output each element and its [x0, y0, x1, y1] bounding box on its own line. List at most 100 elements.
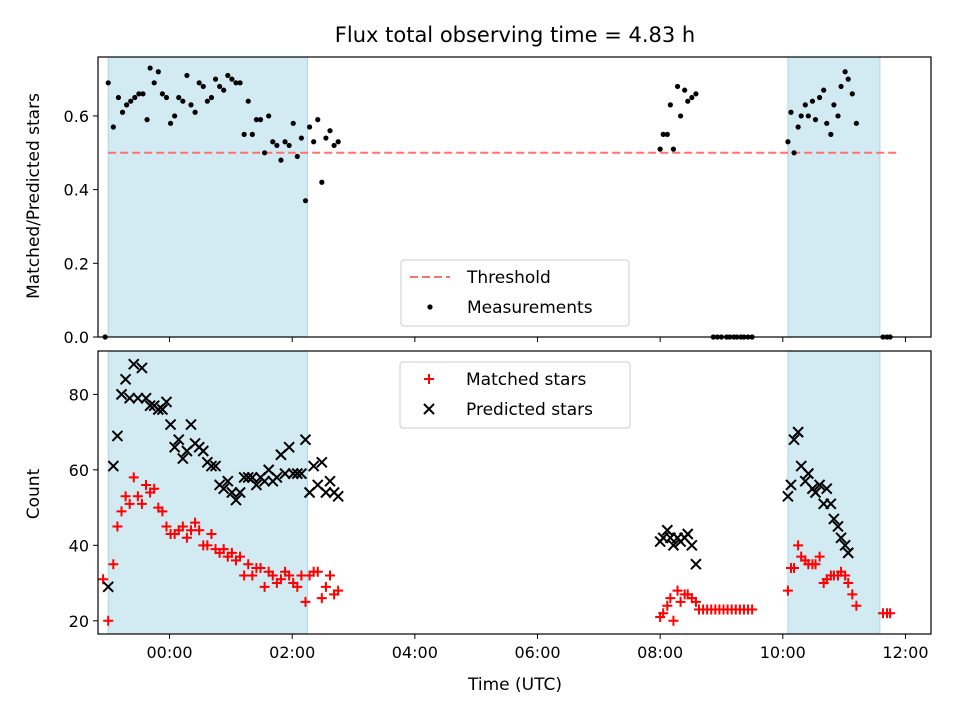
- matched-star-point: [149, 483, 160, 494]
- measurement-point: [812, 117, 819, 123]
- legend-matched-swatch: [424, 374, 434, 384]
- predicted-star-point: [802, 467, 815, 480]
- measurement-point: [286, 142, 292, 149]
- predicted-star-point: [828, 513, 840, 525]
- predicted-star-point: [115, 388, 128, 401]
- predicted-star-point: [107, 460, 120, 472]
- measurement-point: [188, 102, 194, 108]
- y-tick-label: 20: [69, 612, 89, 631]
- top-chart-title: Flux total observing time = 4.83 h: [335, 23, 695, 47]
- matched-star-point: [665, 593, 676, 604]
- measurement-point: [294, 153, 300, 160]
- predicted-star-point: [258, 475, 271, 487]
- predicted-star-point: [785, 479, 797, 491]
- measurement-point: [136, 91, 142, 97]
- matched-star-point: [136, 498, 147, 509]
- measurement-point: [274, 142, 280, 149]
- axes-frame: [97, 350, 932, 635]
- measurement-point: [693, 91, 699, 97]
- measurement-point: [167, 120, 174, 126]
- bottom-plot: 20 40 60 80 00:00 02:00 04:00 06:00 08:00 10:00 12…: [69, 350, 932, 662]
- predicted-star-point: [123, 392, 136, 404]
- matched-star-point: [840, 570, 851, 581]
- measurement-point: [835, 113, 841, 119]
- predicted-star-point: [209, 460, 222, 472]
- matched-star-point: [255, 562, 266, 573]
- x-tick-label: 00:00: [146, 643, 192, 662]
- predicted-star-point: [821, 483, 833, 495]
- predicted-star-point: [832, 520, 844, 533]
- measurement-point: [323, 135, 329, 141]
- shaded-interval: [787, 350, 881, 635]
- predicted-star-point: [842, 547, 854, 559]
- measurement-point: [253, 117, 260, 123]
- predicted-star-point: [102, 581, 114, 593]
- matched-star-point: [247, 570, 258, 581]
- measurement-point: [674, 83, 681, 90]
- legend-label: Threshold: [466, 268, 551, 288]
- measurement-point: [838, 83, 844, 90]
- matched-star-point: [218, 544, 229, 555]
- matched-star-point: [810, 559, 821, 570]
- predicted-star-point: [788, 433, 800, 446]
- measurement-point: [200, 83, 206, 90]
- measurement-point: [302, 198, 309, 204]
- x-tick-label: 08:00: [637, 643, 683, 662]
- predicted-star-point: [295, 467, 308, 480]
- predicted-star-point: [287, 467, 299, 480]
- matched-star-point: [202, 540, 213, 551]
- measurement-point: [212, 76, 219, 82]
- measurement-point: [788, 109, 794, 115]
- matched-star-point: [312, 566, 323, 577]
- measurement-point: [229, 76, 235, 82]
- matched-star-point: [320, 581, 331, 592]
- y-tick-label: 0.4: [64, 181, 89, 200]
- matched-star-point: [267, 570, 278, 581]
- measurement-point: [802, 102, 808, 108]
- measurement-point: [233, 80, 239, 86]
- predicted-star-point: [332, 490, 344, 502]
- predicted-star-point: [234, 486, 246, 499]
- matched-star-point: [112, 521, 123, 532]
- matched-star-point: [161, 521, 172, 532]
- measurement-point: [282, 139, 288, 145]
- measurement-point: [785, 139, 791, 145]
- matched-star-point: [668, 615, 679, 626]
- matched-star-point: [141, 479, 152, 490]
- legend-label: Measurements: [467, 298, 593, 318]
- measurement-point: [245, 98, 251, 104]
- predicted-star-point: [136, 362, 148, 374]
- predicted-star-point: [205, 460, 218, 472]
- measurement-point: [241, 131, 247, 137]
- measurement-point: [159, 91, 165, 97]
- predicted-star-point: [782, 490, 794, 502]
- predicted-star-point: [271, 471, 283, 484]
- legend-box: [400, 259, 630, 327]
- predicted-star-point: [825, 498, 837, 510]
- matched-star-point: [843, 578, 854, 589]
- matched-star-point: [851, 600, 862, 611]
- measurement-point: [155, 69, 161, 75]
- shaded-interval: [107, 350, 309, 635]
- measurement-point: [319, 179, 325, 185]
- matched-star-point: [885, 608, 896, 619]
- legend: Threshold Measurements: [400, 259, 630, 327]
- measurement-point: [311, 139, 317, 145]
- matched-star-point: [284, 570, 295, 581]
- measurement-point: [110, 124, 116, 130]
- legend-measurement-swatch: [427, 304, 433, 310]
- predicted-star-point: [307, 460, 320, 472]
- predicted-star-point: [283, 441, 295, 453]
- matched-star-point: [194, 525, 205, 536]
- matched-star-point: [789, 562, 800, 573]
- matched-star-point: [190, 517, 201, 528]
- predicted-star-point: [218, 483, 230, 495]
- x-tick-label: 12:00: [882, 643, 928, 662]
- legend-label: Predicted stars: [466, 400, 593, 420]
- measurement-point: [824, 120, 830, 126]
- measurement-point: [144, 117, 150, 123]
- measurement-point: [192, 109, 198, 115]
- measurement-point: [657, 146, 663, 152]
- measurement-point: [298, 135, 304, 141]
- measurement-point: [132, 94, 138, 101]
